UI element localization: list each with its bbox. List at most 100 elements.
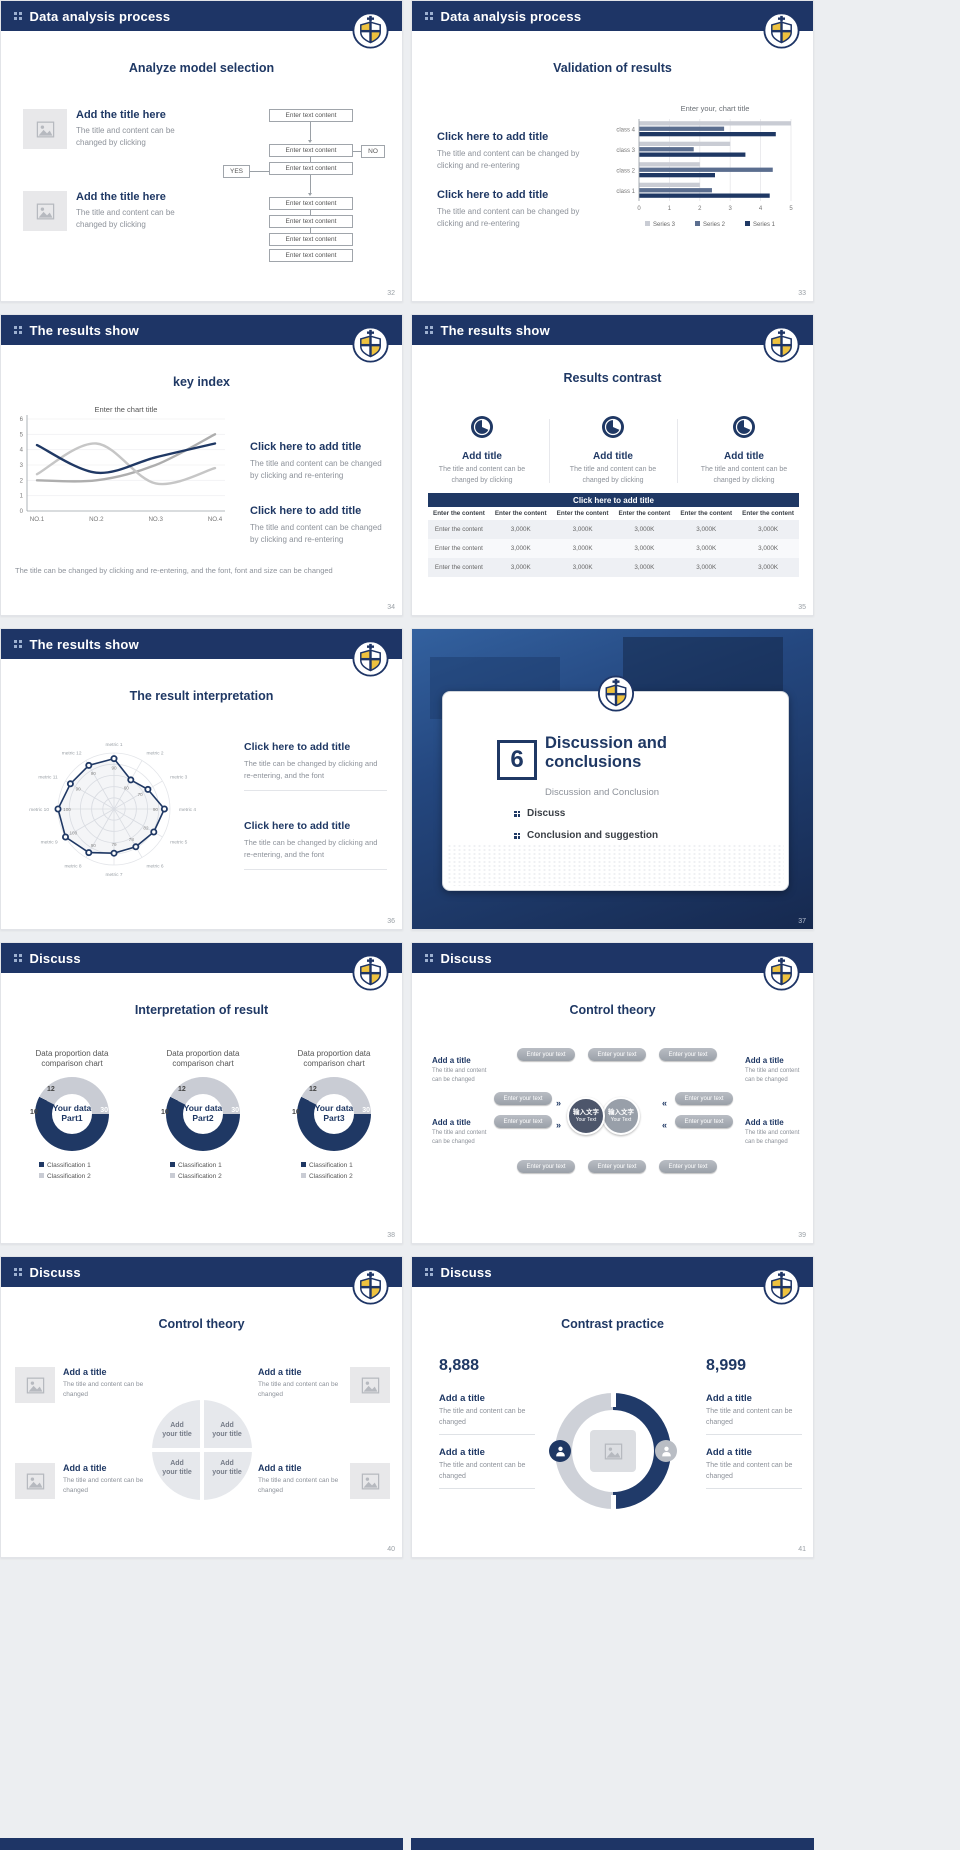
donut-value-label: 10 (30, 1108, 38, 1116)
donut-chart-group: Data proportion data comparison chart 12… (144, 1049, 262, 1182)
table-cell: 3,000K (696, 545, 717, 552)
table-cell: 3,000K (696, 564, 717, 571)
slide-header: Discuss (1, 943, 402, 973)
svg-text:0: 0 (20, 509, 24, 515)
crest-logo (763, 1268, 800, 1305)
table-cell: 3,000K (758, 526, 779, 533)
flowchart-box: Enter text content (269, 162, 353, 175)
pill-row: Enter your text Enter your text Enter yo… (517, 1160, 717, 1173)
section-number: 6 (497, 740, 537, 780)
table-cell: 3,000K (510, 545, 531, 552)
table-cell: 3,000K (634, 526, 655, 533)
crest-logo (352, 326, 389, 363)
slide-title: The result interpretation (129, 689, 274, 703)
donut-caption: Data proportion data comparison chart (166, 1049, 240, 1069)
person-icon-female (655, 1440, 677, 1462)
table-header-cell: Enter the content (489, 507, 552, 520)
item-title: Click here to add title (244, 820, 351, 832)
svg-text:metric 2: metric 2 (147, 751, 164, 757)
control-theory-diagram: Add a title The title and content can be… (412, 1048, 813, 1188)
center-circle: 输入文字 Your Text (602, 1097, 640, 1135)
flow-connector (310, 210, 311, 215)
feature-desc: The title and content can be changed by … (438, 466, 526, 484)
content-item: Add a title The title and content can be… (432, 1056, 487, 1083)
table-row: Enter the content 3,000K 3,000K 3,000K 3,000… (428, 558, 799, 577)
slide-thumbnail-36[interactable]: The results show The result interpretati… (0, 628, 403, 930)
slide-thumbnail-39[interactable]: Discuss Control theory Add a title The t… (411, 942, 814, 1244)
slide-header-title: Data analysis process (29, 8, 171, 24)
item-desc: The title and content can be changed by … (250, 459, 382, 481)
slide-thumbnail-32[interactable]: Data analysis process Analyze model sele… (0, 0, 403, 302)
svg-text:metric 10: metric 10 (29, 807, 49, 813)
slide-thumbnail-35[interactable]: The results show Results contrast Add ti… (411, 314, 814, 616)
slide-thumbnail-38[interactable]: Discuss Interpretation of result Data pr… (0, 942, 403, 1244)
slide-header: Discuss (412, 1257, 813, 1287)
slide-thumbnail-37[interactable]: 6 Discussion and conclusions Discussion … (411, 628, 814, 930)
table-cell: 3,000K (572, 564, 593, 571)
slide-thumbnail-41[interactable]: Discuss Contrast practice 8,888 8,999 Ad… (411, 1256, 814, 1558)
donut-center-label: Your data Part3 (314, 1103, 354, 1123)
slide-thumbnail-40[interactable]: Discuss Control theory Add a title The ti… (0, 1256, 403, 1558)
svg-text:class 4: class 4 (616, 127, 635, 133)
svg-text:70: 70 (138, 792, 144, 797)
item-title: Click here to add title (250, 441, 362, 453)
section-card: 6 Discussion and conclusions Discussion … (442, 675, 789, 891)
flowchart-box: Enter text content (269, 109, 353, 122)
flow-connector (310, 122, 311, 141)
image-placeholder-icon (23, 109, 67, 149)
table-cell: 3,000K (510, 526, 531, 533)
donut-chart-group: Data proportion data comparison chart 12… (275, 1049, 393, 1182)
slide-title: key index (173, 375, 230, 389)
slide-thumbnail-34[interactable]: The results show key index Enter the cha… (0, 314, 403, 616)
slide-grid: Data analysis process Analyze model sele… (0, 0, 814, 1558)
radar-chart: metric 1 metric 2 metric 3 metric 4 metric 5… (21, 721, 211, 903)
dots-icon (425, 326, 433, 334)
arrow-down-icon (308, 140, 312, 143)
content-item: Add a title The title and content can be … (706, 1447, 802, 1489)
section-subtitle: Discussion and Conclusion (545, 787, 660, 798)
next-slide-peek[interactable] (411, 1838, 814, 1850)
chevron-right-icon: » (556, 1098, 562, 1108)
slide-header-title: Discuss (29, 950, 81, 966)
feature-item: Add title The title and content can be c… (554, 415, 672, 486)
svg-text:NO.4: NO.4 (208, 516, 223, 523)
donut-chart-group: Data proportion data comparison chart 12… (13, 1049, 131, 1182)
pie-chart-icon (470, 416, 494, 443)
dots-icon (14, 640, 22, 648)
flowchart-yes-box: YES (223, 165, 250, 178)
item-desc: The title and content can be changed by … (250, 523, 382, 545)
svg-text:3: 3 (729, 206, 733, 212)
crest-logo (763, 12, 800, 49)
svg-text:4: 4 (20, 448, 24, 454)
svg-text:90: 90 (111, 766, 117, 771)
slide-header-title: The results show (29, 636, 139, 652)
content-item: Add a title The title and content can be … (15, 1367, 147, 1403)
svg-text:NO.2: NO.2 (89, 516, 104, 523)
content-item: Add a title The title and content can be … (15, 1463, 147, 1499)
pill-row: Enter your text Enter your text Enter yo… (517, 1048, 717, 1061)
next-slide-peek[interactable] (0, 1838, 403, 1850)
slide-title: Control theory (158, 1317, 245, 1331)
table-cell: 3,000K (634, 564, 655, 571)
donut-caption: Data proportion data comparison chart (297, 1049, 371, 1069)
slide-thumbnail-33[interactable]: Data analysis process Validation of resu… (411, 0, 814, 302)
content-item: Add the title here The title and content… (23, 191, 199, 232)
donut-value-label: 12 (178, 1085, 186, 1093)
content-item: Add a title The title and content can be … (439, 1393, 535, 1435)
chart-legend: Classification 1 Classification 2 (301, 1160, 393, 1182)
slide-title: Validation of results (553, 61, 672, 75)
results-table: Click here to add title Enter the conten… (428, 493, 799, 577)
dots-icon (514, 810, 520, 817)
item-title: Click here to add title (244, 741, 351, 753)
svg-text:1: 1 (668, 206, 672, 212)
text-pill: Enter your text (517, 1160, 575, 1173)
dots-icon (514, 832, 520, 839)
item-title: Click here to add title (437, 189, 549, 201)
svg-text:4: 4 (759, 206, 763, 212)
flowchart: Enter text content Enter text content En… (223, 105, 393, 270)
item-desc: The title and content can be changed by … (76, 126, 175, 148)
table-title-bar: Click here to add title (428, 493, 799, 507)
svg-text:NO.3: NO.3 (148, 516, 163, 523)
feature-title: Add title (593, 451, 633, 462)
image-placeholder-icon (15, 1463, 55, 1499)
